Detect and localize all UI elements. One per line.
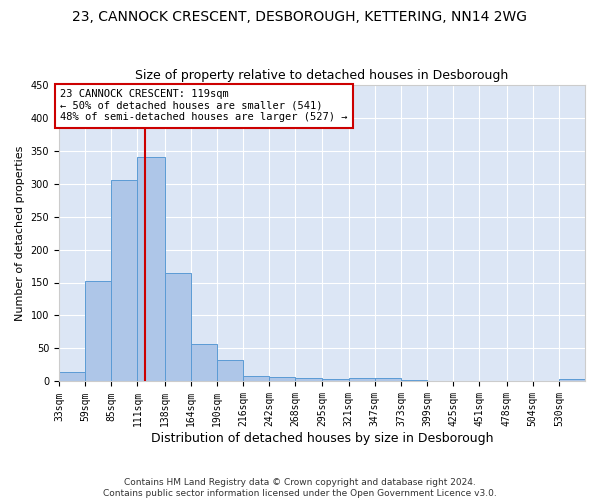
Bar <box>111 180 137 382</box>
Bar <box>243 376 269 382</box>
Bar <box>59 372 85 382</box>
Text: 23 CANNOCK CRESCENT: 119sqm
← 50% of detached houses are smaller (541)
48% of se: 23 CANNOCK CRESCENT: 119sqm ← 50% of det… <box>60 89 347 122</box>
Bar <box>401 380 427 382</box>
Bar <box>559 379 585 382</box>
X-axis label: Distribution of detached houses by size in Desborough: Distribution of detached houses by size … <box>151 432 493 445</box>
Bar <box>191 344 217 382</box>
Bar <box>137 157 164 382</box>
Bar <box>269 377 295 382</box>
Title: Size of property relative to detached houses in Desborough: Size of property relative to detached ho… <box>136 69 509 82</box>
Y-axis label: Number of detached properties: Number of detached properties <box>15 146 25 320</box>
Bar <box>427 381 453 382</box>
Bar <box>349 378 375 382</box>
Bar <box>375 378 401 382</box>
Bar <box>322 380 349 382</box>
Bar <box>295 378 322 382</box>
Bar <box>164 272 191 382</box>
Bar <box>217 360 243 382</box>
Text: Contains HM Land Registry data © Crown copyright and database right 2024.
Contai: Contains HM Land Registry data © Crown c… <box>103 478 497 498</box>
Text: 23, CANNOCK CRESCENT, DESBOROUGH, KETTERING, NN14 2WG: 23, CANNOCK CRESCENT, DESBOROUGH, KETTER… <box>73 10 527 24</box>
Bar <box>85 280 111 382</box>
